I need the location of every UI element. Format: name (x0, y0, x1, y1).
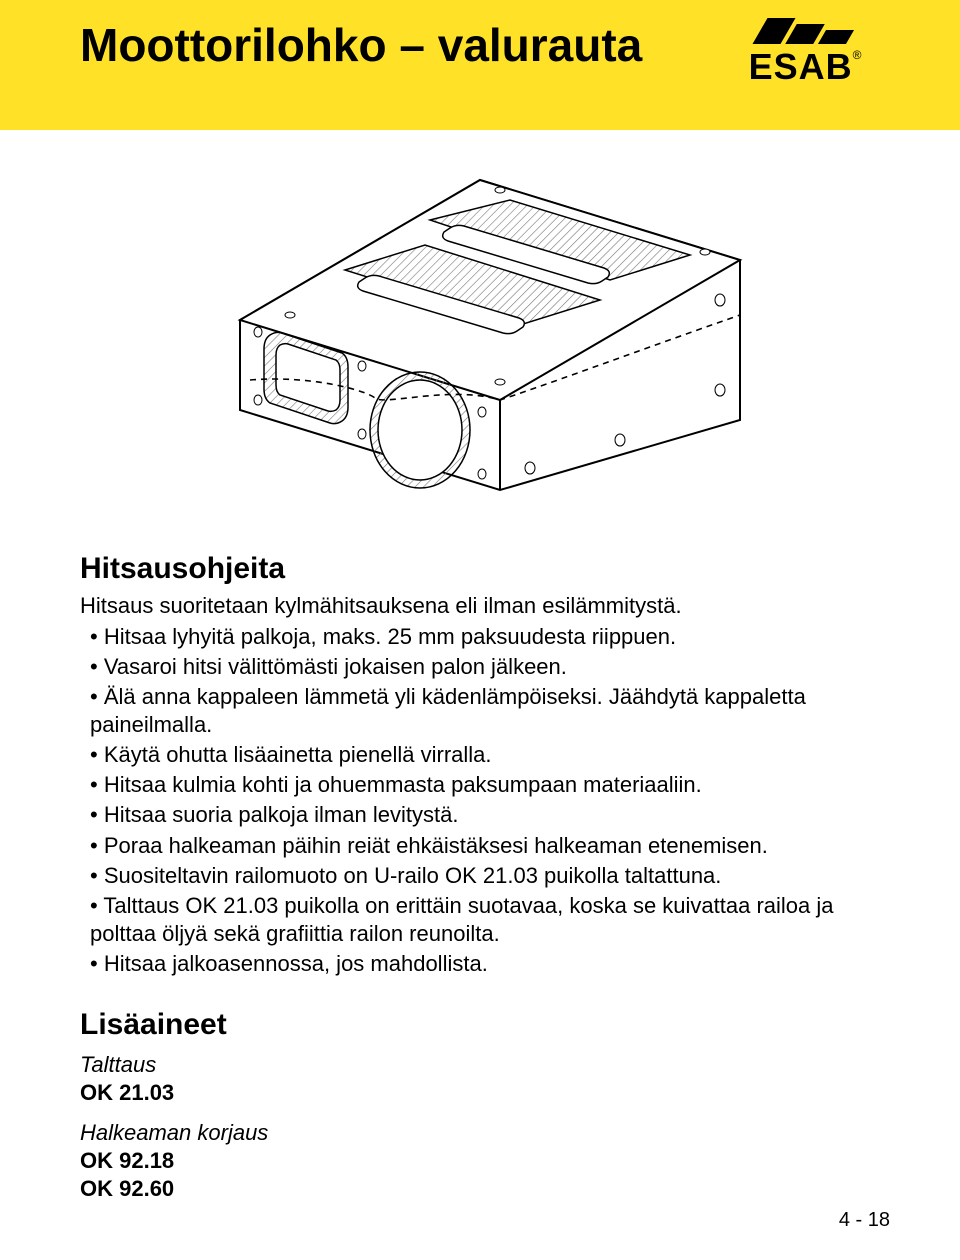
list-item: Hitsaa lyhyitä palkoja, maks. 25 mm paks… (90, 623, 880, 651)
materials-heading: Lisäaineet (80, 1006, 880, 1044)
instructions-heading: Hitsausohjeita (80, 550, 880, 588)
instructions-intro: Hitsaus suoritetaan kylmähitsauksena eli… (80, 592, 880, 620)
page-number: 4 - 18 (839, 1209, 890, 1232)
materials-group-label: Talttaus (80, 1051, 880, 1079)
materials-product: OK 92.60 (80, 1175, 880, 1203)
page: Moottorilohko – valurauta ESAB® (0, 0, 960, 1260)
list-item: Poraa halkeaman päihin reiät ehkäistäkse… (90, 832, 880, 860)
list-item: Talttaus OK 21.03 puikolla on erittäin s… (90, 892, 880, 948)
materials-group-label: Halkeaman korjaus (80, 1119, 880, 1147)
list-item: Käytä ohutta lisäainetta pienellä virral… (90, 741, 880, 769)
engine-block-svg (200, 150, 760, 510)
list-item: Suositeltavin railomuoto on U-railo OK 2… (90, 862, 880, 890)
logo-registered: ® (853, 48, 862, 62)
list-item: Hitsaa suoria palkoja ilman levitystä. (90, 801, 880, 829)
list-item: Hitsaa kulmia kohti ja ohuemmasta paksum… (90, 771, 880, 799)
header-band: Moottorilohko – valurauta ESAB® (0, 0, 960, 130)
materials-product: OK 92.18 (80, 1147, 880, 1175)
list-item: Älä anna kappaleen lämmetä yli kädenlämp… (90, 683, 880, 739)
brand-logo: ESAB® (720, 18, 890, 88)
list-item: Vasaroi hitsi välittömästi jokaisen palo… (90, 653, 880, 681)
instructions-list: Hitsaa lyhyitä palkoja, maks. 25 mm paks… (80, 623, 880, 979)
content: Hitsausohjeita Hitsaus suoritetaan kylmä… (80, 550, 880, 1204)
logo-bars-icon (720, 18, 890, 44)
materials-product: OK 21.03 (80, 1079, 880, 1107)
logo-text: ESAB (749, 46, 853, 88)
engine-block-figure (200, 150, 760, 510)
list-item: Hitsaa jalkoasennossa, jos mahdollista. (90, 950, 880, 978)
page-title: Moottorilohko – valurauta (80, 18, 642, 72)
materials-section: Lisäaineet Talttaus OK 21.03 Halkeaman k… (80, 1006, 880, 1203)
